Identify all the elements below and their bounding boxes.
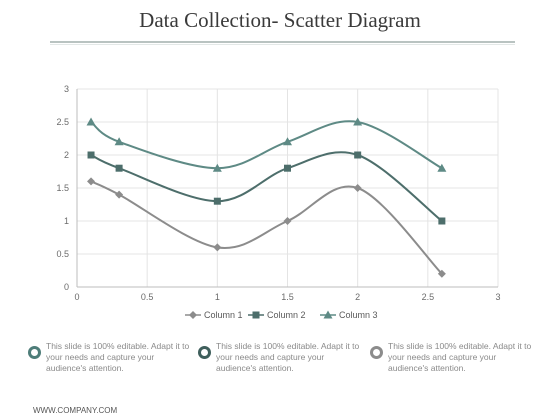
legend-label: Column 3 [339, 310, 378, 320]
data-point-s3-6 [437, 163, 447, 172]
series-line-1 [90, 180, 443, 275]
legend-marker [189, 311, 197, 319]
legend-label: Column 2 [267, 310, 306, 320]
ring-icon [28, 346, 41, 359]
data-point-s1-3 [213, 243, 222, 252]
data-point-s3-1 [86, 117, 96, 126]
data-point-s1-2 [115, 190, 124, 199]
ring-icon [370, 346, 383, 359]
y-tick-label: 3 [64, 84, 69, 94]
bullet-text-2: This slide is 100% editable. Adapt it to… [216, 341, 360, 373]
y-tick-label: 0.5 [56, 249, 69, 259]
x-tick-label: 1.5 [281, 292, 294, 302]
legend-marker [323, 310, 333, 319]
title-divider [50, 41, 515, 43]
data-point-s3-2 [114, 137, 124, 146]
data-point-s2-5 [354, 151, 362, 159]
data-point-s2-1 [87, 151, 95, 159]
data-point-s2-6 [438, 217, 446, 225]
y-tick-label: 2 [64, 150, 69, 160]
bullet-text-1: This slide is 100% editable. Adapt it to… [46, 341, 190, 373]
data-point-s1-6 [437, 269, 446, 278]
y-tick-label: 1 [64, 216, 69, 226]
x-tick-label: 2 [355, 292, 360, 302]
data-point-s3-5 [353, 117, 363, 126]
y-tick-label: 0 [64, 282, 69, 292]
scatter-chart: 0 0.5 1 1.5 2 2.5 3 0 0.5 1 1.5 2 2.5 3 Column 1 Column… [56, 84, 500, 320]
data-point-s1-4 [283, 217, 292, 225]
x-tick-label: 0.5 [141, 292, 154, 302]
series-line-3 [90, 120, 443, 170]
footer-url: WWW.COMPANY.COM [33, 406, 118, 415]
slide-title: Data Collection- Scatter Diagram [139, 8, 421, 32]
data-point-s3-3 [212, 163, 222, 172]
data-point-s2-3 [213, 197, 221, 205]
y-tick-label: 1.5 [56, 183, 69, 193]
x-tick-label: 2.5 [422, 292, 435, 302]
legend-label: Column 1 [204, 310, 243, 320]
y-tick-label: 2.5 [56, 117, 69, 127]
data-point-s3-4 [283, 137, 292, 146]
data-point-s1-5 [353, 184, 362, 192]
ring-icon [198, 346, 211, 359]
data-point-s2-2 [115, 164, 123, 172]
title-divider-shadow [50, 44, 515, 45]
data-point-s1-1 [87, 177, 96, 186]
x-tick-label: 0 [74, 292, 79, 302]
legend-marker [252, 311, 260, 319]
bullet-text-3: This slide is 100% editable. Adapt it to… [388, 341, 532, 373]
data-point-s2-4 [284, 164, 291, 172]
x-tick-label: 3 [495, 292, 500, 302]
bullet-points: This slide is 100% editable. Adapt it to… [28, 341, 548, 381]
x-tick-label: 1 [215, 292, 220, 302]
